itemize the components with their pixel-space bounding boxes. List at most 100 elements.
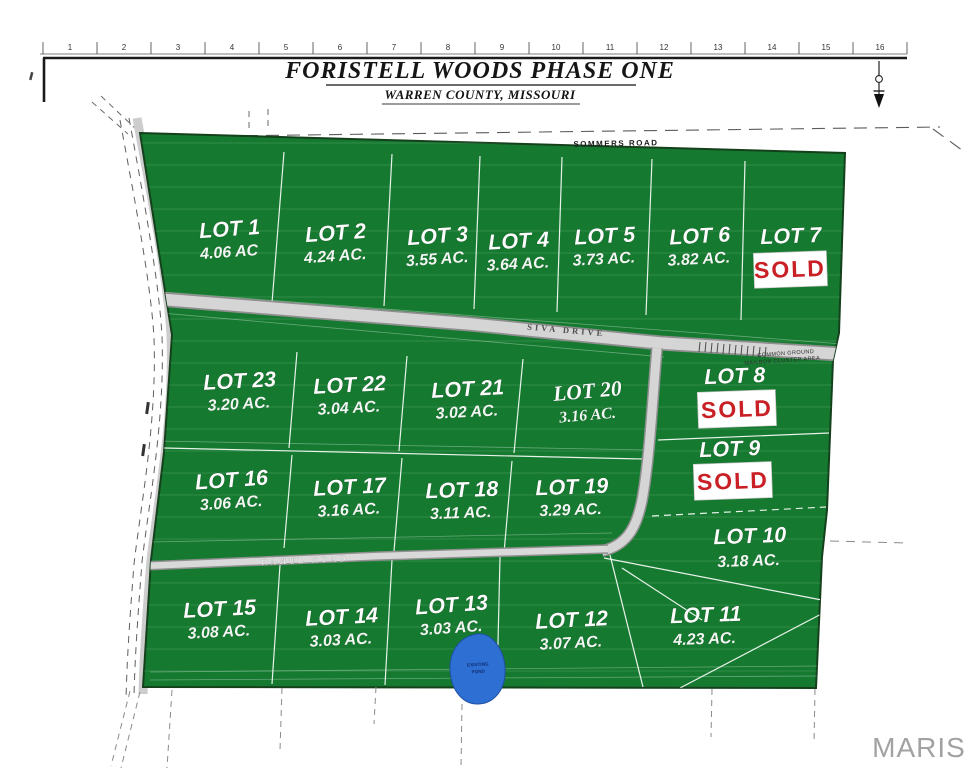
ruler-number: 16: [876, 43, 885, 52]
lot-label-22: LOT 22 3.04 AC.: [312, 371, 387, 419]
lot-name: LOT 19: [535, 474, 609, 501]
ruler-number: 3: [176, 43, 181, 52]
lot-label-19: LOT 19 3.29 AC.: [535, 473, 609, 520]
lot-label-17: LOT 17 3.16 AC.: [312, 473, 388, 521]
lot-acreage: 3.29 AC.: [539, 501, 602, 520]
pond-shape: [449, 633, 506, 705]
pond: EXISTING POND: [449, 633, 506, 705]
lot-name: LOT 6: [669, 222, 732, 249]
sommers-road-centerline: [139, 126, 967, 154]
lot-label-12: LOT 12 3.07 AC.: [534, 606, 609, 654]
lot-label-9: LOT 9 SOLD: [692, 436, 773, 501]
lot-acreage: 3.03 AC.: [419, 618, 483, 639]
ruler-number: 7: [392, 43, 397, 52]
ruler-number: 11: [606, 43, 615, 52]
lot-name: LOT 4: [488, 227, 550, 254]
lot-acreage: 3.20 AC.: [207, 394, 270, 414]
ruler-number: 13: [714, 43, 723, 52]
lot-acreage: 3.07 AC.: [539, 633, 602, 653]
lot-name: LOT 17: [313, 473, 388, 501]
lot-acreage: 3.18 AC.: [717, 552, 780, 571]
lot-acreage: 3.02 AC.: [435, 402, 498, 422]
ruler-number: 2: [122, 43, 127, 52]
lot-acreage: 3.11 AC.: [430, 504, 492, 523]
lot-labels: LOT 1 4.06 AC LOT 2 4.24 AC. LOT 3 3.55 …: [182, 215, 828, 654]
ruler-number: 8: [446, 43, 451, 52]
siva-drive-road: [157, 291, 841, 362]
lot-name: LOT 10: [713, 523, 787, 550]
sold-box: [752, 250, 828, 289]
lot-acreage: 3.82 AC.: [667, 249, 730, 269]
sold-badge: SOLD: [701, 395, 774, 423]
lot-acreage: 4.24 AC.: [302, 246, 367, 267]
map-title: FORISTELL WOODS PHASE ONE: [284, 58, 675, 84]
lot-name: LOT 9: [699, 436, 761, 462]
maris-watermark: MARIS: [872, 732, 966, 763]
lot-acreage: 3.64 AC.: [486, 254, 549, 274]
lot-acreage: 3.08 AC.: [187, 622, 250, 642]
lot-label-13: LOT 13 3.03 AC.: [414, 590, 489, 639]
mailbox-cluster-note: COMMON GROUND MAILBOX CLUSTER AREA: [744, 349, 820, 367]
lot-label-7: LOT 7 SOLD: [752, 223, 828, 289]
lot-name: LOT 16: [194, 465, 269, 494]
lot-name: LOT 15: [183, 595, 258, 623]
lot-label-21: LOT 21 3.02 AC.: [430, 375, 505, 423]
lot-acreage: 3.04 AC.: [317, 398, 380, 418]
sommers-road-label: SOMMERS ROAD: [573, 138, 658, 148]
lot-name: LOT 23: [203, 367, 277, 395]
lot-name: LOT 3: [406, 222, 468, 250]
lot-label-18: LOT 18 3.11 AC.: [425, 476, 499, 523]
lot-label-3: LOT 3 3.55 AC.: [405, 222, 469, 271]
lot-name: LOT 14: [305, 603, 379, 631]
lot-label-15: LOT 15 3.08 AC.: [182, 595, 258, 643]
lot-label-16: LOT 16 3.06 AC.: [194, 465, 270, 514]
lot-name: LOT 18: [425, 477, 499, 504]
mailbox-cluster-hatch: [698, 341, 767, 358]
lot-acreage: 3.55 AC.: [405, 249, 469, 270]
lot-acreage: 3.16 AC.: [317, 500, 380, 520]
pond-label-line2: POND: [471, 669, 485, 675]
lot-label-20: LOT 20 3.16 AC.: [551, 376, 623, 427]
lot-label-11: LOT 11 4.23 AC.: [669, 601, 742, 649]
sold-badge: SOLD: [696, 467, 769, 495]
ruler-number: 12: [660, 43, 669, 52]
lot-name: LOT 22: [313, 371, 387, 399]
bottom-survey-dashes: [110, 540, 907, 768]
sold-box: [696, 389, 777, 429]
lot-boundary-lines: [163, 151, 830, 688]
lot-label-23: LOT 23 3.20 AC.: [202, 367, 277, 415]
lot-acreage: 4.06 AC: [199, 242, 260, 263]
lot-name: LOT 7: [760, 223, 823, 249]
ruler-number: 10: [552, 43, 561, 52]
ruler-number: 15: [822, 43, 831, 52]
lot-name: LOT 21: [431, 375, 505, 403]
pond-label-line1: EXISTING: [467, 661, 489, 667]
rahul-road-label: RAHUL ROAD: [261, 553, 349, 567]
ruler-number: 5: [284, 43, 289, 52]
lot-name: LOT 11: [670, 602, 742, 628]
lot-name: LOT 13: [414, 591, 488, 620]
lot-acreage: 4.23 AC.: [672, 630, 736, 649]
lot-label-10: LOT 10 3.18 AC.: [713, 522, 787, 571]
lot-acreage: 3.16 AC.: [558, 405, 617, 427]
lot-label-4: LOT 4 3.64 AC.: [486, 227, 550, 275]
map-subtitle: WARREN COUNTY, MISSOURI: [384, 87, 575, 102]
ruler-left-mark: [29, 71, 34, 81]
lot-name: LOT 1: [198, 215, 260, 243]
lot-acreage: 3.06 AC.: [199, 493, 263, 514]
ruler-number: 1: [68, 43, 73, 52]
ruler-scale: 1 2 3 4 5 6 7 8 9 10 11 12 13 14 15 16: [29, 42, 908, 102]
loop-road: [600, 347, 663, 557]
lot-label-2: LOT 2 4.24 AC.: [302, 219, 367, 268]
mailbox-note-line1: COMMON GROUND: [757, 349, 814, 359]
lot-name: LOT 8: [704, 363, 766, 389]
ruler-number: 6: [338, 43, 343, 52]
ruler-number: 9: [500, 43, 505, 52]
rahul-road: [143, 544, 609, 571]
mailbox-note-line2: MAILBOX CLUSTER AREA: [744, 355, 820, 366]
lot-label-1: LOT 1 4.06 AC: [198, 215, 261, 264]
ruler-ticks: [42, 42, 908, 54]
ruler-number: 4: [230, 43, 235, 52]
